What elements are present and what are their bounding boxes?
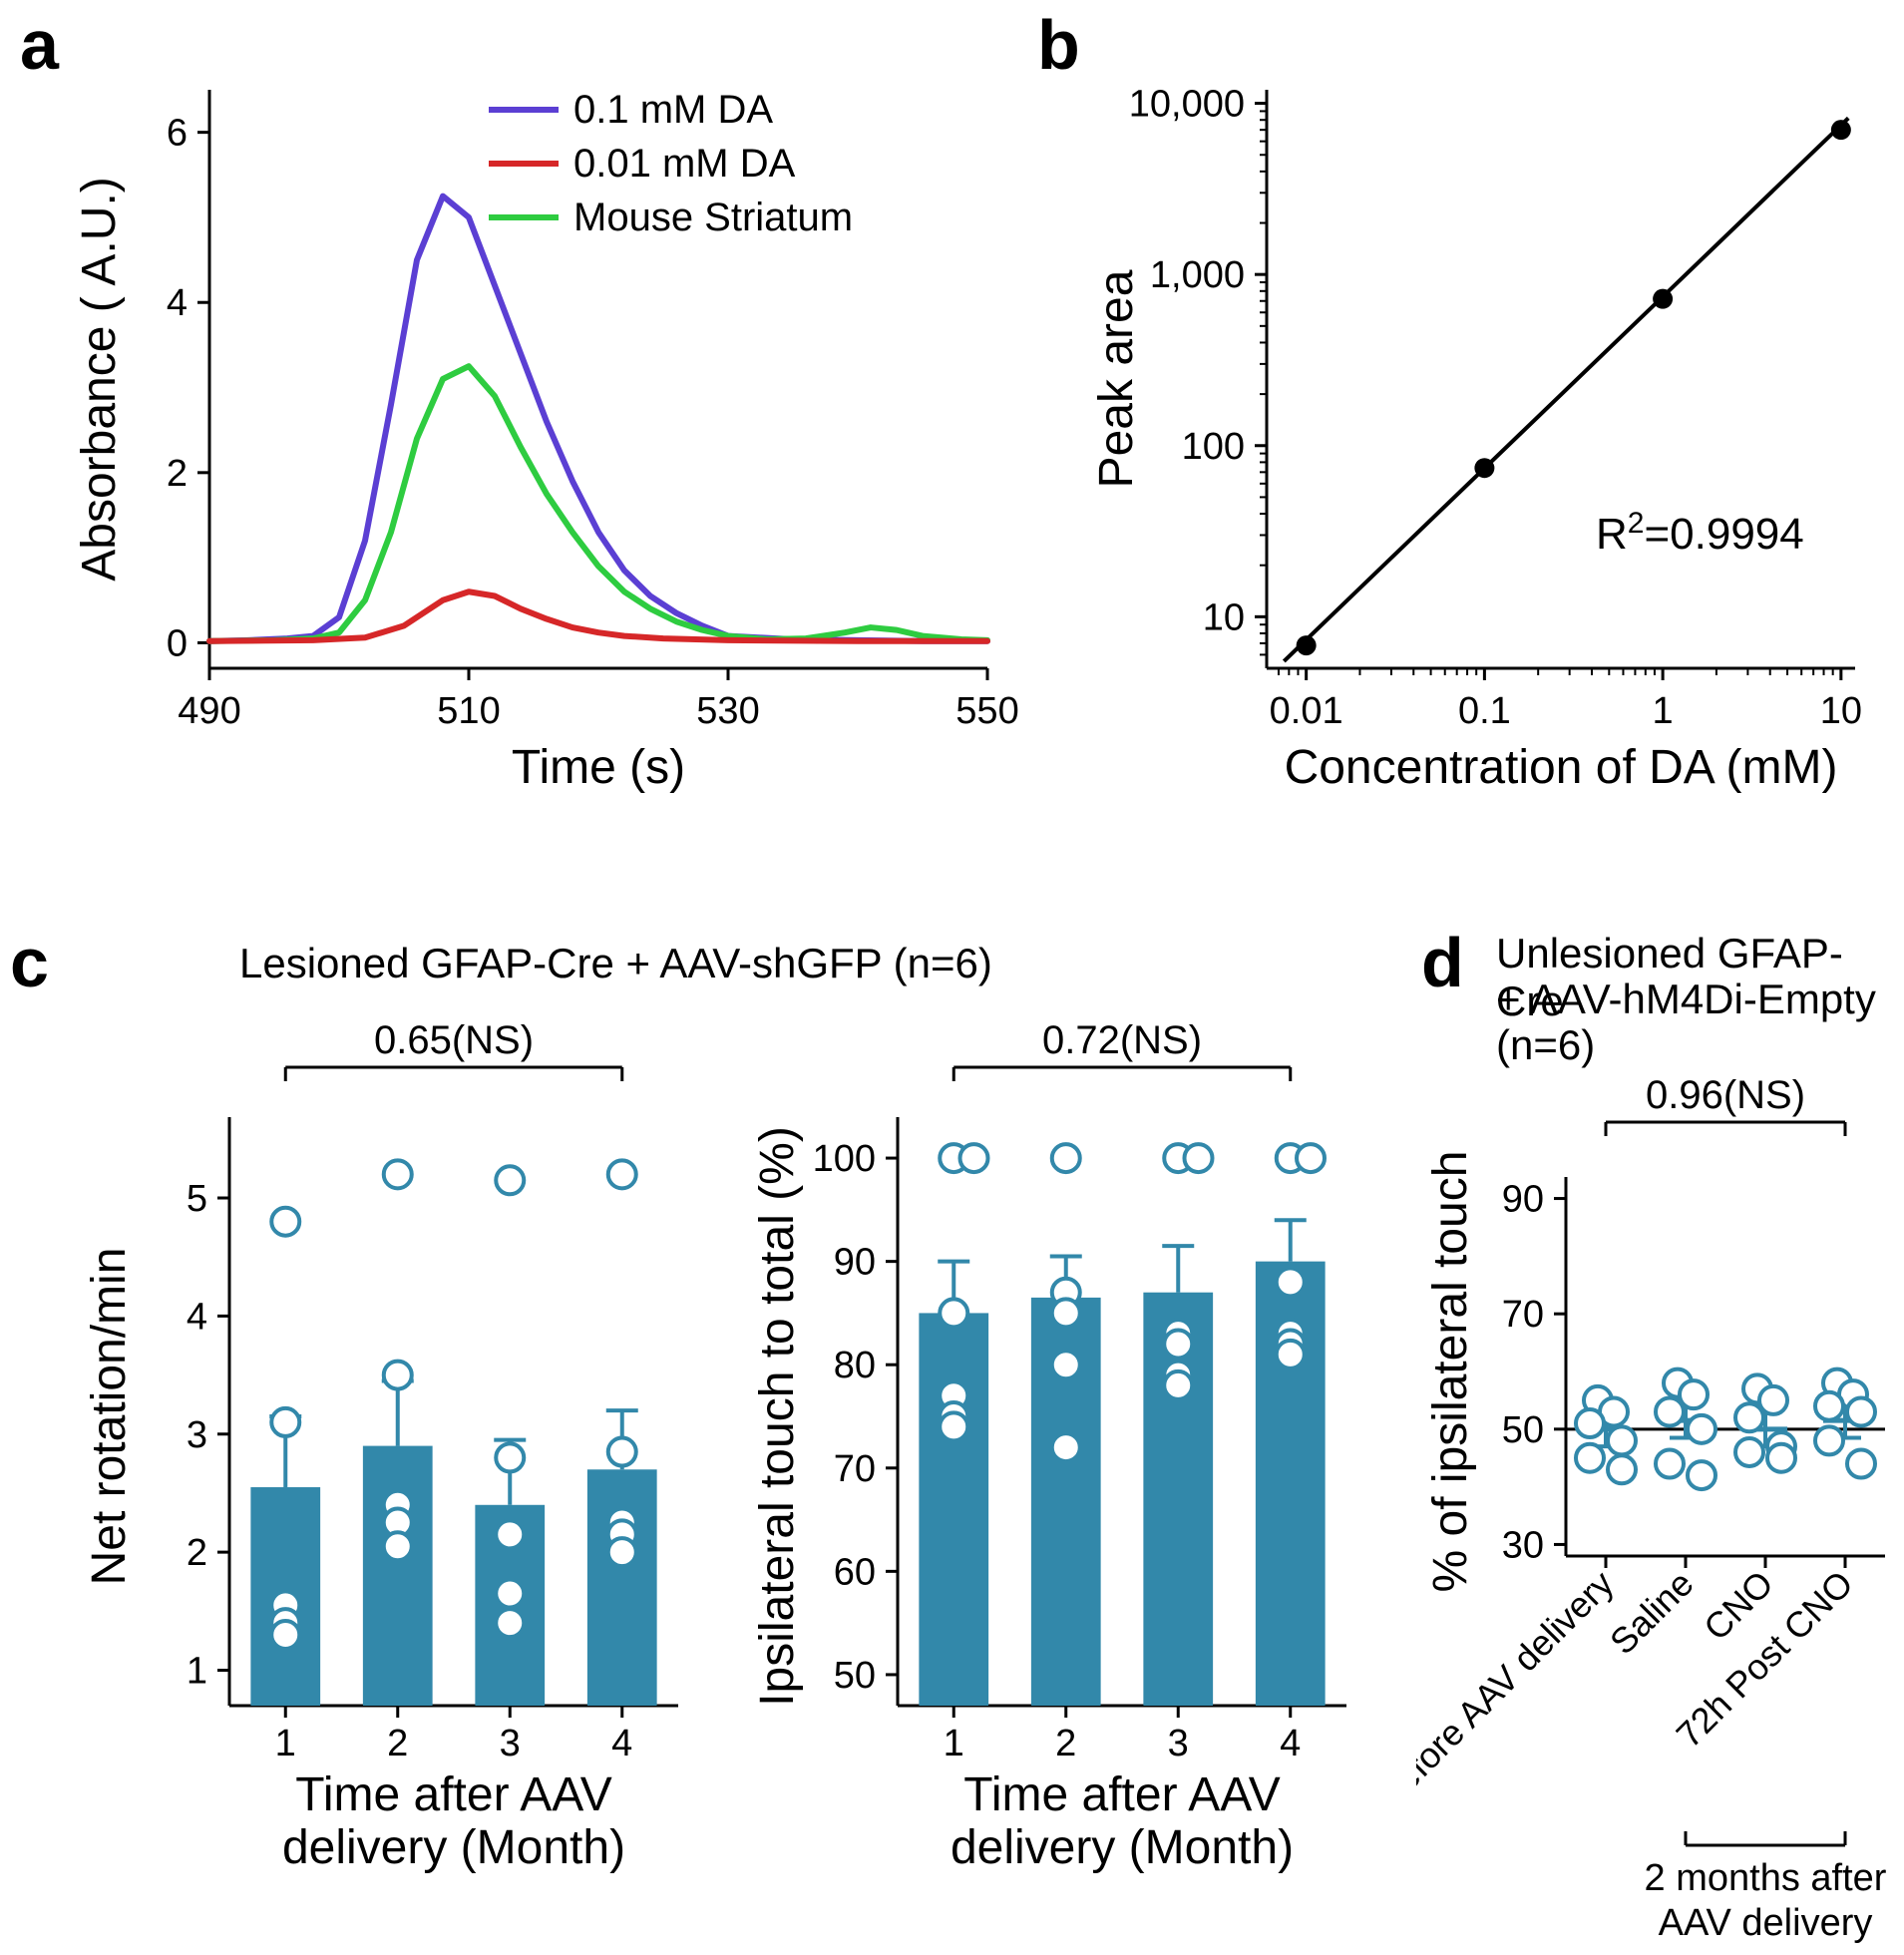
svg-text:% of ipsilateral touch: % of ipsilateral touch (1424, 1151, 1477, 1593)
svg-text:4: 4 (187, 1296, 207, 1338)
svg-text:0.01: 0.01 (1270, 690, 1343, 732)
svg-text:0.1: 0.1 (1458, 690, 1511, 732)
svg-text:0.96(NS): 0.96(NS) (1646, 1073, 1805, 1117)
svg-text:10: 10 (1203, 596, 1245, 638)
svg-text:delivery (Month): delivery (Month) (282, 1821, 625, 1874)
svg-text:490: 490 (178, 690, 240, 732)
svg-text:550: 550 (955, 690, 1018, 732)
svg-text:6: 6 (167, 113, 188, 155)
svg-text:Time after AAV: Time after AAV (295, 1768, 611, 1821)
svg-text:3: 3 (500, 1723, 521, 1764)
svg-text:4: 4 (1280, 1723, 1301, 1764)
panel-b-chart: 0.01 0.1 1 10 10 100 1,000 10,000 Concentration … (1087, 30, 1904, 848)
svg-text:80: 80 (834, 1345, 876, 1386)
svg-text:4: 4 (611, 1723, 632, 1764)
svg-text:100: 100 (1182, 426, 1245, 468)
svg-text:5: 5 (187, 1178, 207, 1220)
svg-text:2 months after: 2 months after (1645, 1857, 1887, 1899)
svg-text:4: 4 (167, 282, 188, 324)
svg-text:90: 90 (1502, 1179, 1544, 1221)
svg-text:0: 0 (167, 622, 188, 664)
svg-text:1,000: 1,000 (1150, 254, 1245, 296)
svg-text:90: 90 (834, 1242, 876, 1284)
svg-text:2: 2 (187, 1532, 207, 1574)
svg-text:AAV delivery: AAV delivery (1659, 1902, 1873, 1944)
panel-label-a: a (20, 10, 59, 80)
svg-text:Concentration of DA (mM): Concentration of DA (mM) (1285, 741, 1838, 794)
svg-text:10,000: 10,000 (1129, 84, 1245, 126)
panel-c-left-chart: 1 2 3 4 5 1 2 3 4 Net rotation/min Time after AAVd… (70, 1017, 728, 1935)
panel-d-chart: 30507090Before AAV deliverySalineCNO72h … (1416, 1007, 1904, 1955)
svg-text:70: 70 (834, 1448, 876, 1490)
svg-text:3: 3 (1168, 1723, 1189, 1764)
panel-d-title-l2: + AAV-hM4Di-Empty (1496, 976, 1876, 1023)
panel-c-right-chart: 50 60 70 80 90 100 1 2 3 4 Ipsilateral touch to to… (738, 1017, 1396, 1935)
svg-text:R2=0.9994: R2=0.9994 (1596, 507, 1804, 560)
svg-text:Net rotation/min: Net rotation/min (83, 1248, 136, 1586)
svg-text:0.65(NS): 0.65(NS) (374, 1018, 534, 1062)
svg-text:Peak area: Peak area (1090, 269, 1143, 488)
svg-text:delivery (Month): delivery (Month) (951, 1821, 1294, 1874)
svg-text:Time (s): Time (s) (512, 741, 685, 794)
panel-label-c: c (10, 928, 49, 997)
svg-text:60: 60 (834, 1551, 876, 1593)
svg-text:0.01 mM DA: 0.01 mM DA (573, 142, 796, 186)
svg-text:Absorbance ( A.U.): Absorbance ( A.U.) (73, 177, 126, 582)
svg-text:0.1 mM DA: 0.1 mM DA (573, 88, 773, 132)
svg-text:1: 1 (1653, 690, 1674, 732)
svg-text:510: 510 (437, 690, 500, 732)
svg-text:50: 50 (834, 1655, 876, 1697)
panel-label-b: b (1037, 10, 1080, 80)
svg-text:1: 1 (275, 1723, 296, 1764)
svg-text:Before AAV delivery: Before AAV delivery (1416, 1563, 1622, 1815)
svg-text:Mouse Striatum: Mouse Striatum (573, 196, 853, 239)
svg-text:2: 2 (387, 1723, 408, 1764)
svg-text:100: 100 (813, 1138, 876, 1180)
svg-text:Time after AAV: Time after AAV (963, 1768, 1280, 1821)
panel-a-chart: 490 510 530 550 0 2 4 6 Time (s) Absorbance ( A.U… (70, 30, 1027, 848)
panel-c-title: Lesioned GFAP-Cre + AAV-shGFP (n=6) (239, 940, 992, 987)
svg-text:3: 3 (187, 1414, 207, 1456)
svg-text:30: 30 (1502, 1524, 1544, 1566)
svg-text:70: 70 (1502, 1294, 1544, 1336)
svg-text:0.72(NS): 0.72(NS) (1042, 1018, 1202, 1062)
svg-text:1: 1 (187, 1650, 207, 1692)
svg-text:Saline: Saline (1602, 1563, 1702, 1663)
svg-text:1: 1 (944, 1723, 964, 1764)
panel-label-d: d (1421, 928, 1464, 997)
svg-text:10: 10 (1820, 690, 1862, 732)
svg-text:530: 530 (696, 690, 759, 732)
svg-text:Ipsilateral touch to total (%): Ipsilateral touch to total (%) (751, 1126, 804, 1707)
svg-text:50: 50 (1502, 1409, 1544, 1451)
panel-d-title-l3: (n=6) (1496, 1021, 1595, 1069)
svg-text:2: 2 (167, 453, 188, 495)
figure-root: a b c d 4905105305500246Time (s)Absorban… (0, 0, 1904, 1945)
svg-text:2: 2 (1055, 1723, 1076, 1764)
